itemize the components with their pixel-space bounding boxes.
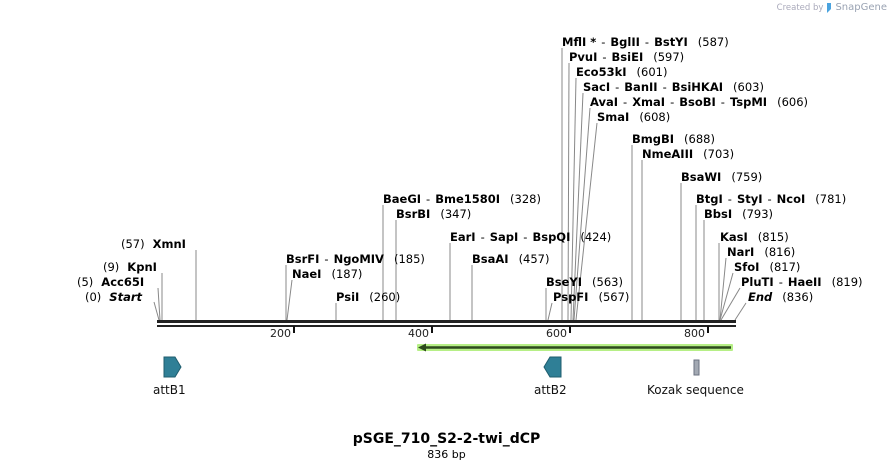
snapgene-logo-icon <box>827 2 832 13</box>
site-label-pvui-bsiei[interactable]: PvuI - BsiEI (597) <box>569 50 685 64</box>
site-label-xmni[interactable]: (57) XmnI <box>121 237 186 251</box>
kozak-feature-box <box>693 359 700 376</box>
sequence-length: 836 bp <box>427 448 466 461</box>
site-label-kasi[interactable]: KasI (815) <box>720 230 789 244</box>
site-label-sfoi[interactable]: SfoI (817) <box>734 260 801 274</box>
site-label-bsaai[interactable]: BsaAI (457) <box>472 252 550 266</box>
site-label-bmgbi[interactable]: BmgBI (688) <box>632 132 715 146</box>
site-label-pluti-haeii[interactable]: PluTI - HaeII (819) <box>741 275 863 289</box>
site-label-eco53ki[interactable]: Eco53kI (601) <box>576 65 668 79</box>
orf-arrow <box>417 343 733 352</box>
site-label-nmeaiii[interactable]: NmeAIII (703) <box>642 147 735 161</box>
site-label-nari[interactable]: NarI (816) <box>727 245 796 259</box>
site-label-pspfi[interactable]: PspFI (567) <box>553 290 630 304</box>
site-leader-lines <box>153 48 747 321</box>
ruler-ticks <box>293 326 709 333</box>
tick-label-200: 200 <box>270 327 291 340</box>
snapgene-credit: Created by SnapGene <box>777 2 887 13</box>
site-label-acc65i[interactable]: (5) Acc65I <box>77 275 145 289</box>
sequence-title: pSGE_710_S2-2-twi_dCP <box>352 431 541 447</box>
site-label-avai-xmai-bsobi-tspmi[interactable]: AvaI - XmaI - BsoBI - TspMI (606) <box>590 95 809 109</box>
site-label-end[interactable]: End (836) <box>748 290 814 304</box>
attb1-feature-arrow <box>163 356 182 378</box>
site-label-baegi-bme1580i[interactable]: BaeGI - Bme1580I (328) <box>383 192 541 206</box>
feature-label-attb2[interactable]: attB2 <box>534 383 567 397</box>
backbone-top-strand <box>157 320 736 323</box>
feature-label-kozak[interactable]: Kozak sequence <box>647 383 744 397</box>
credit-prefix: Created by <box>776 2 824 13</box>
site-label-psii[interactable]: PsiI (260) <box>336 290 401 304</box>
site-label-smai[interactable]: SmaI (608) <box>597 110 671 124</box>
site-label-bsrfi-ngomiv[interactable]: BsrFI - NgoMIV (185) <box>286 252 425 266</box>
site-label-bbsi[interactable]: BbsI (793) <box>704 207 774 221</box>
site-label-btgi-styi-ncoi[interactable]: BtgI - StyI - NcoI (781) <box>696 192 847 206</box>
credit-brand: SnapGene <box>835 2 887 13</box>
tick-label-800: 800 <box>684 327 705 340</box>
site-label-bseyi[interactable]: BseYI (563) <box>546 275 623 289</box>
attb2-feature-arrow <box>543 356 562 378</box>
site-label-bsrbi[interactable]: BsrBI (347) <box>396 207 472 221</box>
site-label-kpni[interactable]: (9) KpnI <box>103 260 157 274</box>
tick-label-400: 400 <box>408 327 429 340</box>
site-label-eari-sapi-bspqi[interactable]: EarI - SapI - BspQI (424) <box>450 230 612 244</box>
feature-label-attb1[interactable]: attB1 <box>153 383 186 397</box>
site-label-bsawi[interactable]: BsaWI (759) <box>681 170 763 184</box>
site-label-saci-banii-bsihkai[interactable]: SacI - BanII - BsiHKAI (603) <box>583 80 764 94</box>
backbone-bottom-strand <box>157 325 736 327</box>
site-label-naei[interactable]: NaeI (187) <box>292 267 363 281</box>
tick-label-600: 600 <box>546 327 567 340</box>
site-label-mfli-bglii-bstyi[interactable]: MflI * - BglII - BstYI (587) <box>562 35 729 49</box>
site-label-start[interactable]: (0) Start <box>85 290 143 304</box>
